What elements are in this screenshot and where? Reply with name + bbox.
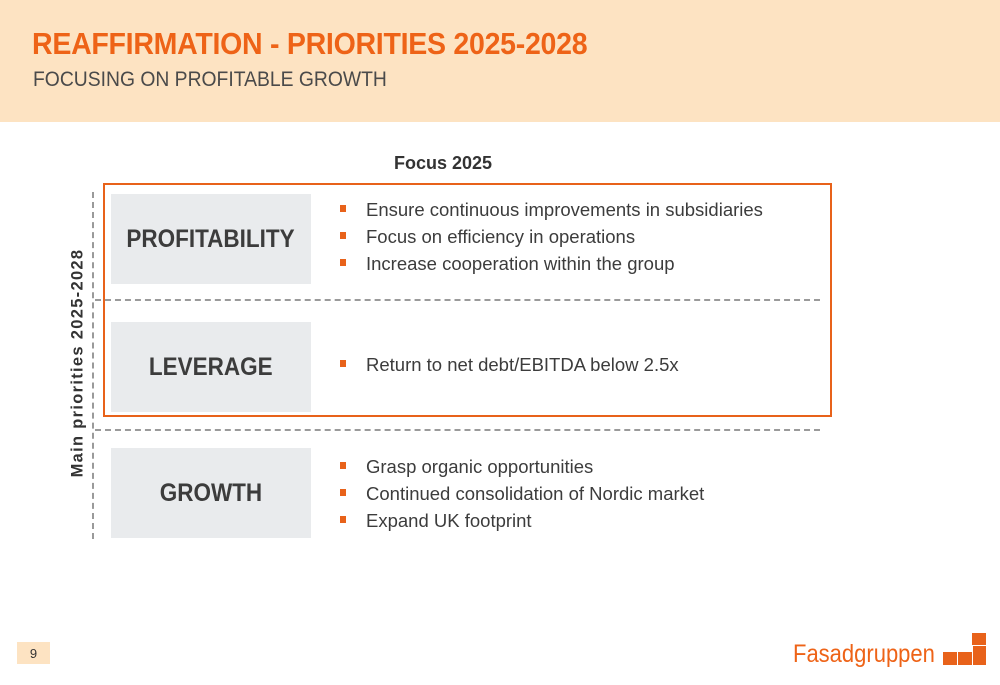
bullet-text: Focus on efficiency in operations xyxy=(366,226,636,247)
horizontal-divider xyxy=(95,299,820,301)
bullet-text: Return to net debt/EBITDA below 2.5x xyxy=(366,354,679,375)
horizontal-divider xyxy=(95,429,820,431)
page-subtitle: FOCUSING ON PROFITABLE GROWTH xyxy=(33,68,387,91)
bullet-item: Expand UK footprint xyxy=(340,507,704,534)
bullet-marker xyxy=(340,462,346,469)
bullet-marker xyxy=(340,259,346,266)
logo-blocks-icon xyxy=(943,633,986,665)
priority-label: PROFITABILITY xyxy=(126,224,296,253)
bullet-item: Focus on efficiency in operations xyxy=(340,223,763,250)
bullet-marker xyxy=(340,489,346,496)
bullet-marker xyxy=(340,232,346,239)
bullet-list-growth: Grasp organic opportunities Continued co… xyxy=(340,453,704,534)
bullet-text: Increase cooperation within the group xyxy=(366,253,675,274)
logo-wordmark: Fasadgruppen xyxy=(793,640,935,668)
page-number: 9 xyxy=(17,642,50,664)
bullet-text: Ensure continuous improvements in subsid… xyxy=(366,199,763,220)
page-title: REAFFIRMATION - PRIORITIES 2025-2028 xyxy=(32,26,588,61)
priority-box-profitability: PROFITABILITY xyxy=(111,194,311,284)
bullet-item: Return to net debt/EBITDA below 2.5x xyxy=(340,351,679,378)
side-axis-label: Main priorities 2025-2028 xyxy=(68,248,87,478)
bullet-item: Ensure continuous improvements in subsid… xyxy=(340,196,763,223)
focus-label: Focus 2025 xyxy=(394,153,493,173)
bullet-list-profitability: Ensure continuous improvements in subsid… xyxy=(340,196,763,277)
bullet-item: Increase cooperation within the group xyxy=(340,250,763,277)
priority-label: GROWTH xyxy=(159,478,263,507)
bullet-text: Expand UK footprint xyxy=(366,510,532,531)
bullet-item: Grasp organic opportunities xyxy=(340,453,704,480)
bullet-list-leverage: Return to net debt/EBITDA below 2.5x xyxy=(340,351,679,378)
bullet-text: Grasp organic opportunities xyxy=(366,456,594,477)
priority-box-leverage: LEVERAGE xyxy=(111,322,311,412)
bullet-text: Continued consolidation of Nordic market xyxy=(366,483,705,504)
header-band: REAFFIRMATION - PRIORITIES 2025-2028 FOC… xyxy=(0,0,1000,122)
bullet-marker xyxy=(340,360,346,367)
vertical-divider xyxy=(92,192,94,539)
priority-label: LEVERAGE xyxy=(149,352,273,381)
company-logo: Fasadgruppen xyxy=(793,633,988,673)
bullet-marker xyxy=(340,516,346,523)
bullet-marker xyxy=(340,205,346,212)
bullet-item: Continued consolidation of Nordic market xyxy=(340,480,704,507)
priority-box-growth: GROWTH xyxy=(111,448,311,538)
